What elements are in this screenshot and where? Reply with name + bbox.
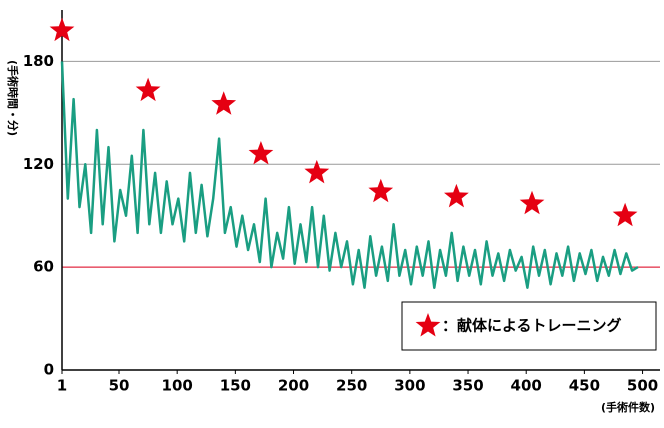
legend-marker [415,313,441,337]
x-tick-label: 250 [336,377,367,395]
star-marker [612,202,638,227]
x-tick-label: 400 [511,377,542,395]
star-marker [444,183,469,208]
x-axis-label: (手術件数) [601,400,655,414]
y-tick-label: 120 [23,155,54,173]
y-axis-label: (手術時間・分) [6,60,20,136]
x-tick-label: 500 [627,377,658,395]
y-tick-label: 0 [44,361,54,379]
y-tick-label: 180 [23,52,54,70]
x-tick-label: 50 [109,377,130,395]
legend-label: ：献体によるトレーニング [442,317,622,335]
star-marker [211,91,237,115]
x-tick-label: 150 [220,377,251,395]
star-marker [368,178,394,203]
x-tick-label: 1 [57,377,67,395]
star-marker [248,141,274,165]
y-tick-label: 60 [33,258,54,276]
data-line [60,61,639,289]
star-marker [519,190,545,215]
star-marker [135,77,161,102]
x-tick-label: 200 [278,377,309,395]
star-marker [49,17,75,42]
star-marker [304,159,330,184]
x-tick-label: 350 [452,377,483,395]
x-tick-label: 300 [394,377,425,395]
x-tick-label: 450 [569,377,600,395]
x-tick-label: 100 [162,377,193,395]
legend-box [401,301,657,351]
